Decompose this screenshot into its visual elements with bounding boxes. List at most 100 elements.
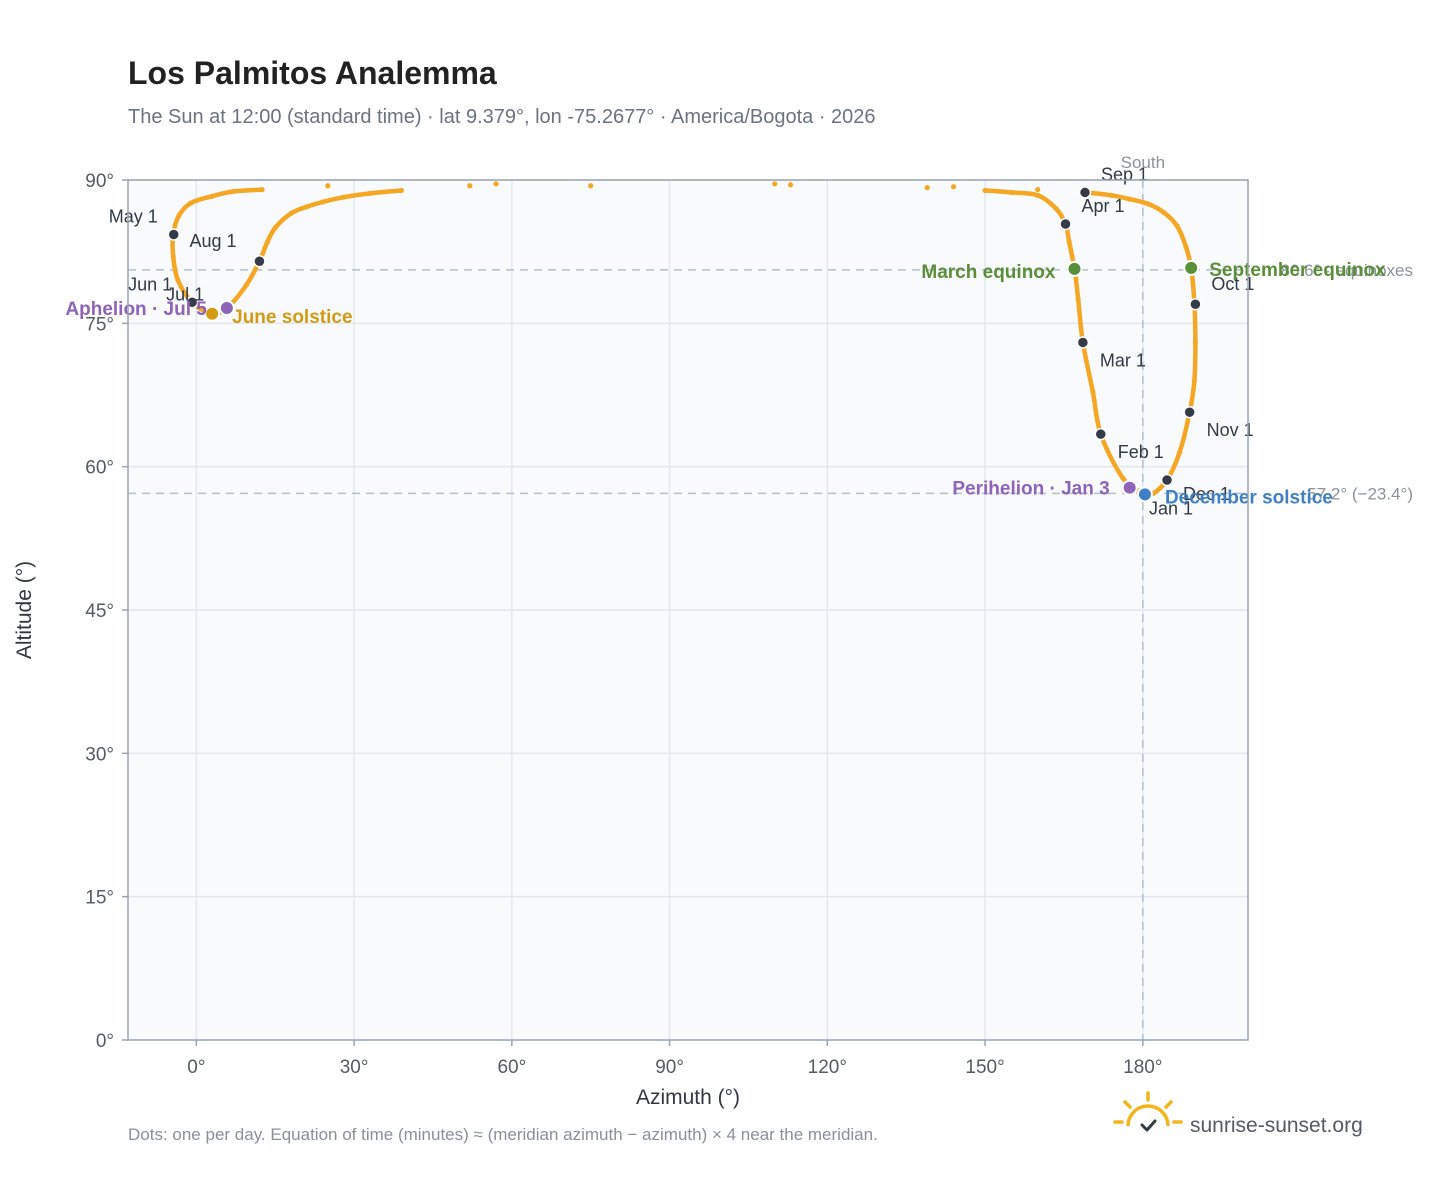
day-dot bbox=[176, 212, 182, 218]
day-dot bbox=[367, 190, 373, 196]
month-marker bbox=[1189, 297, 1202, 311]
day-dot bbox=[1183, 244, 1189, 250]
reference-lines: South 80.6° · equinoxes 57.2° (−23.4°) bbox=[128, 153, 1413, 1040]
month-label: Aug 1 bbox=[189, 231, 236, 251]
day-dot bbox=[1192, 339, 1199, 346]
month-label: Oct 1 bbox=[1211, 274, 1254, 294]
day-dot bbox=[230, 188, 236, 195]
reference-label-altitude: 57.2° (−23.4°) bbox=[1307, 484, 1413, 503]
month-marker bbox=[253, 254, 266, 268]
x-tick-label: 180° bbox=[1123, 1057, 1162, 1078]
apsis-marker bbox=[218, 300, 235, 317]
x-tick-label: 120° bbox=[808, 1057, 847, 1078]
day-dot bbox=[340, 194, 347, 200]
day-dot bbox=[467, 183, 473, 189]
day-dot bbox=[170, 253, 176, 260]
x-tick-label: 90° bbox=[655, 1057, 684, 1078]
event-label: December solstice bbox=[1165, 487, 1333, 508]
y-tick-label: 75° bbox=[85, 314, 114, 335]
month-marker bbox=[1094, 427, 1108, 441]
y-tick-label: 15° bbox=[85, 888, 114, 909]
month-marker bbox=[1059, 217, 1072, 231]
day-dot bbox=[209, 193, 215, 199]
apsis-marker bbox=[1121, 479, 1138, 496]
day-dot bbox=[1127, 196, 1133, 202]
event-label: September equinox bbox=[1209, 260, 1386, 281]
june-solstice-marker bbox=[204, 305, 221, 322]
day-dot bbox=[272, 225, 278, 231]
month-label: May 1 bbox=[109, 206, 158, 226]
month-label: Apr 1 bbox=[1082, 196, 1125, 216]
day-dot bbox=[1145, 201, 1151, 207]
month-label: Jul 1 bbox=[166, 284, 204, 304]
month-label: Dec 1 bbox=[1183, 484, 1230, 504]
day-dot bbox=[1120, 475, 1126, 481]
y-axis-title: Altitude (°) bbox=[13, 561, 36, 659]
x-tick-label: 0° bbox=[187, 1057, 205, 1078]
x-axis-title: Azimuth (°) bbox=[636, 1086, 740, 1109]
x-tick-label: 30° bbox=[340, 1057, 369, 1078]
day-dot bbox=[950, 184, 957, 190]
month-label: Sep 1 bbox=[1101, 164, 1148, 184]
day-dot bbox=[1174, 223, 1180, 229]
month-marker bbox=[1078, 186, 1092, 199]
day-dot bbox=[787, 182, 794, 188]
day-dot bbox=[264, 239, 270, 245]
y-tick-label: 30° bbox=[85, 744, 114, 765]
event-label: Perihelion · Jan 3 bbox=[952, 479, 1109, 500]
day-dot bbox=[588, 183, 594, 189]
day-dot bbox=[982, 187, 988, 194]
equinox-marker bbox=[1066, 260, 1083, 277]
y-tick-label: 0° bbox=[96, 1031, 114, 1052]
day-dot bbox=[1066, 239, 1072, 245]
footer-note: Dots: one per day. Equation of time (min… bbox=[128, 1125, 878, 1144]
month-marker bbox=[185, 296, 199, 309]
month-label: Nov 1 bbox=[1207, 420, 1254, 440]
day-dot bbox=[1108, 192, 1114, 198]
month-marker bbox=[1160, 473, 1174, 487]
event-label: Aphelion · Jul 5 bbox=[65, 299, 207, 320]
day-dot bbox=[924, 185, 930, 191]
day-dot bbox=[188, 200, 194, 206]
y-tick-label: 45° bbox=[85, 601, 114, 622]
month-label: Mar 1 bbox=[1100, 350, 1146, 370]
month-marker bbox=[167, 228, 180, 241]
day-dot bbox=[1035, 186, 1041, 193]
day-dot bbox=[493, 181, 499, 187]
day-dot bbox=[1161, 209, 1167, 216]
day-dot bbox=[304, 204, 310, 210]
day-dot bbox=[1053, 206, 1059, 212]
day-dot bbox=[175, 277, 181, 283]
day-dot bbox=[1090, 389, 1096, 395]
day-dot bbox=[288, 210, 294, 217]
month-label: Jun 1 bbox=[128, 274, 172, 294]
day-dot bbox=[1075, 296, 1081, 303]
y-tick-label: 60° bbox=[85, 458, 114, 479]
chart-subtitle: The Sun at 12:00 (standard time) · lat 9… bbox=[128, 106, 876, 128]
day-dot bbox=[319, 199, 326, 205]
sunrise-logo-icon bbox=[1113, 1091, 1183, 1132]
event-markers: March equinox September equinox June solst… bbox=[65, 259, 1386, 508]
reference-label-south: South bbox=[1121, 153, 1165, 172]
month-label: Feb 1 bbox=[1118, 442, 1164, 462]
day-dot bbox=[1191, 378, 1197, 384]
day-dot bbox=[1177, 449, 1183, 455]
x-tick-label: 60° bbox=[497, 1057, 526, 1078]
day-dot bbox=[398, 187, 405, 194]
y-tick-label: 90° bbox=[85, 171, 114, 192]
x-tick-label: 150° bbox=[965, 1057, 1004, 1078]
event-label: June solstice bbox=[232, 307, 352, 328]
y-axis-ticks: 0° 15° 30° 45° 60° 75° 90° bbox=[85, 171, 128, 1052]
month-label: Jan 1 bbox=[1149, 498, 1193, 518]
reference-label-altitude: 80.6° · equinoxes bbox=[1281, 261, 1414, 280]
day-dot bbox=[1008, 189, 1014, 196]
month-marker bbox=[1076, 336, 1090, 349]
event-label: March equinox bbox=[921, 262, 1056, 283]
day-dot bbox=[325, 183, 331, 189]
brand-name: sunrise-sunset.org bbox=[1190, 1114, 1363, 1137]
month-marker bbox=[1183, 405, 1196, 419]
day-dot bbox=[772, 181, 778, 187]
chart-title: Los Palmitos Analemma bbox=[128, 55, 497, 91]
